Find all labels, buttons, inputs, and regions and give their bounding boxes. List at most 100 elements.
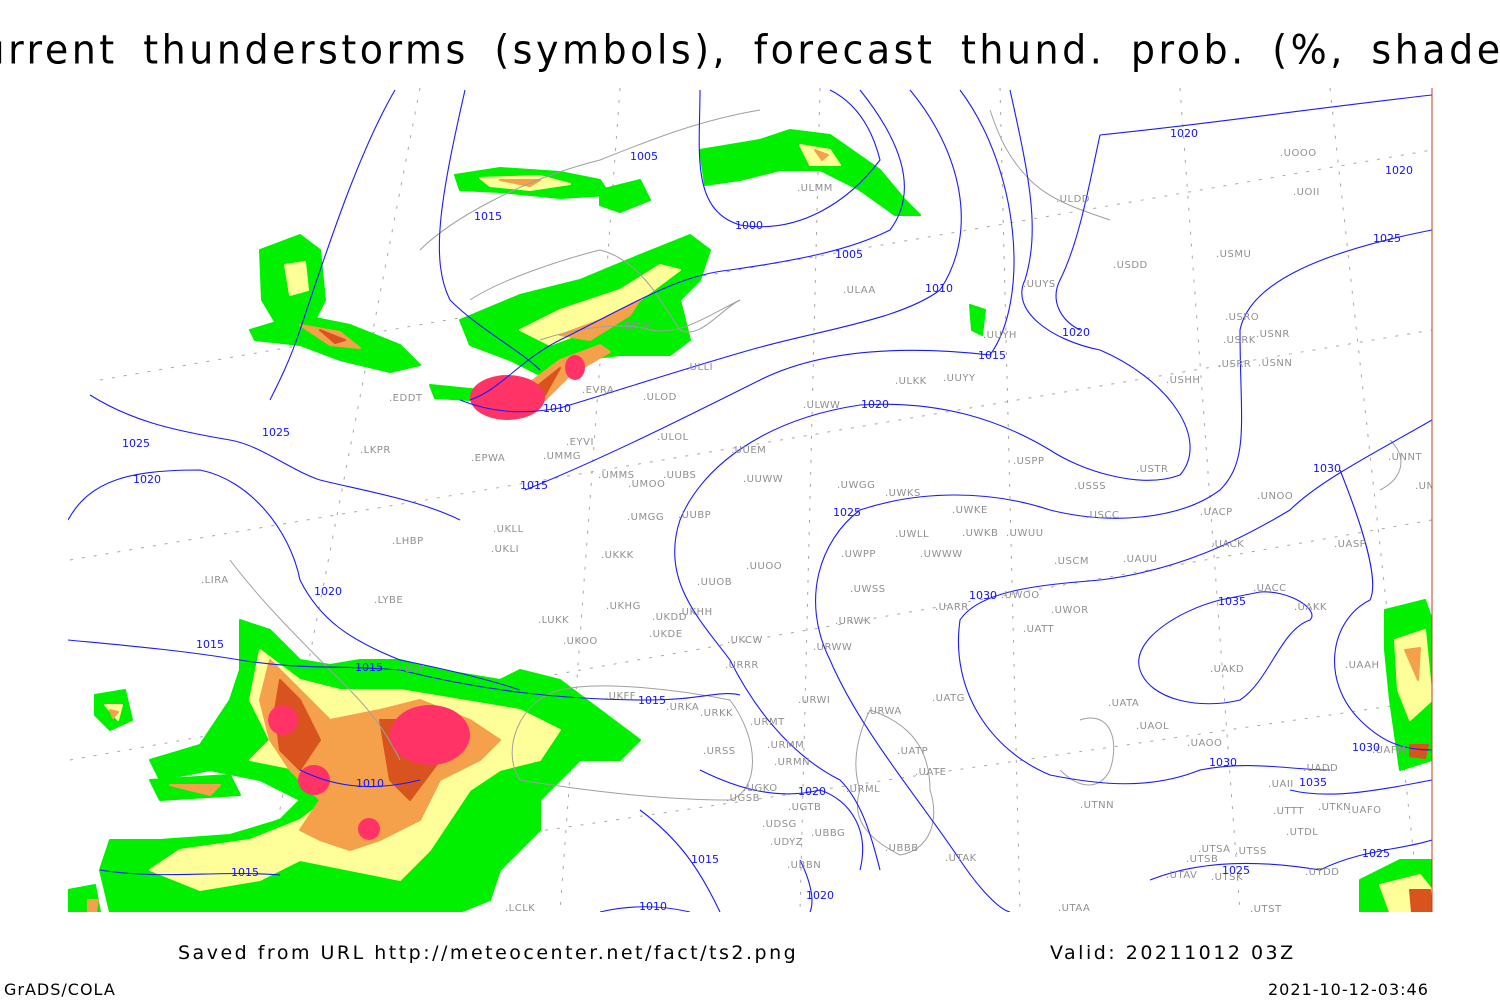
station-label: .UKOO xyxy=(563,636,598,647)
isobar-label: 1005 xyxy=(630,150,658,163)
coastline xyxy=(419,109,761,251)
station-label: .UOOO xyxy=(1280,148,1317,159)
station-label: .UARR xyxy=(935,602,969,613)
grid-line xyxy=(1329,88,1421,912)
station-label: .USTR xyxy=(1136,464,1168,475)
isobar-label: 1020 xyxy=(1385,164,1413,177)
isobar-label: 1020 xyxy=(798,785,826,798)
station-label: .UWOO xyxy=(1001,590,1040,601)
station-label: .USRO xyxy=(1225,312,1259,323)
station-label: .USMU xyxy=(1216,249,1251,260)
isobar-label: 1015 xyxy=(978,349,1006,362)
station-label: .UUYH xyxy=(983,330,1017,341)
station-label: .UAAH xyxy=(1345,660,1379,671)
station-label: .UWGG xyxy=(837,480,875,491)
isobar-line xyxy=(1289,779,1432,795)
station-label: .UTNN xyxy=(1080,800,1114,811)
isobar-line xyxy=(438,89,541,371)
isobar-label: 1030 xyxy=(1352,741,1380,754)
station-label: .UAKD xyxy=(1210,664,1244,675)
isobar-label: 1020 xyxy=(861,398,889,411)
coastline xyxy=(229,559,401,761)
station-label: .UKHH xyxy=(678,607,713,618)
station-label: .UWKB xyxy=(962,528,998,539)
station-label: .UBBG xyxy=(811,828,845,839)
station-label: .UWWW xyxy=(920,549,963,560)
isobar-line xyxy=(698,89,881,228)
isobar-label: 1010 xyxy=(639,900,667,913)
station-label: .UUYS xyxy=(1023,279,1056,290)
station-label: .UGTB xyxy=(788,802,821,813)
probability-area xyxy=(259,659,501,851)
isobar-line xyxy=(89,394,461,521)
station-label: .UKFF xyxy=(605,691,636,702)
isobar-line xyxy=(68,469,521,691)
probability-area xyxy=(969,304,986,336)
isobar-line xyxy=(269,89,396,401)
isobar-label: 1005 xyxy=(835,248,863,261)
station-label: .UWOR xyxy=(1051,605,1089,616)
grid-line xyxy=(559,88,621,912)
isobar-line xyxy=(524,89,1015,491)
station-label: .UATG xyxy=(932,693,965,704)
isobar-line xyxy=(699,769,864,871)
grid-line xyxy=(999,88,1021,912)
station-label: .UKCW xyxy=(727,635,763,646)
probability-area xyxy=(319,329,346,344)
station-label: .URKA xyxy=(666,702,699,713)
source-url-text: Saved from URL http://meteocenter.net/fa… xyxy=(178,942,799,964)
coastline xyxy=(1379,439,1402,491)
station-label: .UTDL xyxy=(1286,827,1318,838)
isobar-line xyxy=(799,859,813,912)
station-label: .UGKO xyxy=(743,783,778,794)
isobar-line xyxy=(459,89,962,413)
isobar-line xyxy=(469,89,905,401)
thunderstorm-symbol-cluster xyxy=(390,705,470,765)
isobar-label: 1010 xyxy=(543,402,571,415)
probability-area xyxy=(1409,889,1432,912)
isobar-label: 1025 xyxy=(833,506,861,519)
probability-area xyxy=(284,261,309,296)
software-credit: GrADS/COLA xyxy=(4,980,116,999)
station-label: .UTKN xyxy=(1318,802,1351,813)
station-label: .UBBB xyxy=(885,843,919,854)
thunderstorm-symbol-cluster xyxy=(565,355,585,380)
station-label: .EYVI xyxy=(566,437,594,448)
station-label: .UWKS xyxy=(885,488,921,499)
coastlines xyxy=(229,109,1402,856)
station-label: .UAOO xyxy=(1187,738,1222,749)
isobar-label: 1020 xyxy=(1170,127,1198,140)
station-label: .UTSK xyxy=(1211,872,1243,883)
isobar-label: 1020 xyxy=(1062,326,1090,339)
station-label: .UWUU xyxy=(1006,528,1044,539)
isobar-label: 1030 xyxy=(1313,462,1341,475)
station-label: .UTSB xyxy=(1186,854,1218,865)
station-label: .URRR xyxy=(725,660,759,671)
station-label: .UACC xyxy=(1253,583,1287,594)
probability-area xyxy=(87,899,99,912)
isobar-label: 1015 xyxy=(520,479,548,492)
station-label: .UMOO xyxy=(628,479,665,490)
station-label: .URMN xyxy=(774,757,810,768)
station-label: .URWA xyxy=(866,706,902,717)
probability-area xyxy=(814,149,829,161)
probability-area xyxy=(1409,744,1429,759)
station-label: .UAKK xyxy=(1294,602,1327,613)
station-label: .UMMS xyxy=(598,470,635,481)
station-label: .EDDT xyxy=(389,393,423,404)
isobar-label: 1025 xyxy=(1373,232,1401,245)
station-label: .UMMG xyxy=(543,451,581,462)
coastline xyxy=(539,299,741,341)
station-label: .URSS xyxy=(703,746,736,757)
isobar-label: 1010 xyxy=(356,777,384,790)
station-label: .UTAK xyxy=(945,853,977,864)
coastline xyxy=(511,685,753,801)
isobar-label: 1035 xyxy=(1218,595,1246,608)
isobar-label: 1015 xyxy=(638,694,666,707)
isobar-label: 1020 xyxy=(133,473,161,486)
isobar-label: 1015 xyxy=(231,866,259,879)
probability-area xyxy=(109,709,119,719)
station-label: .UAFO xyxy=(1348,805,1381,816)
map-title: Current thunderstorms (symbols), forecas… xyxy=(0,26,1500,74)
station-label: .UATP xyxy=(897,746,928,757)
